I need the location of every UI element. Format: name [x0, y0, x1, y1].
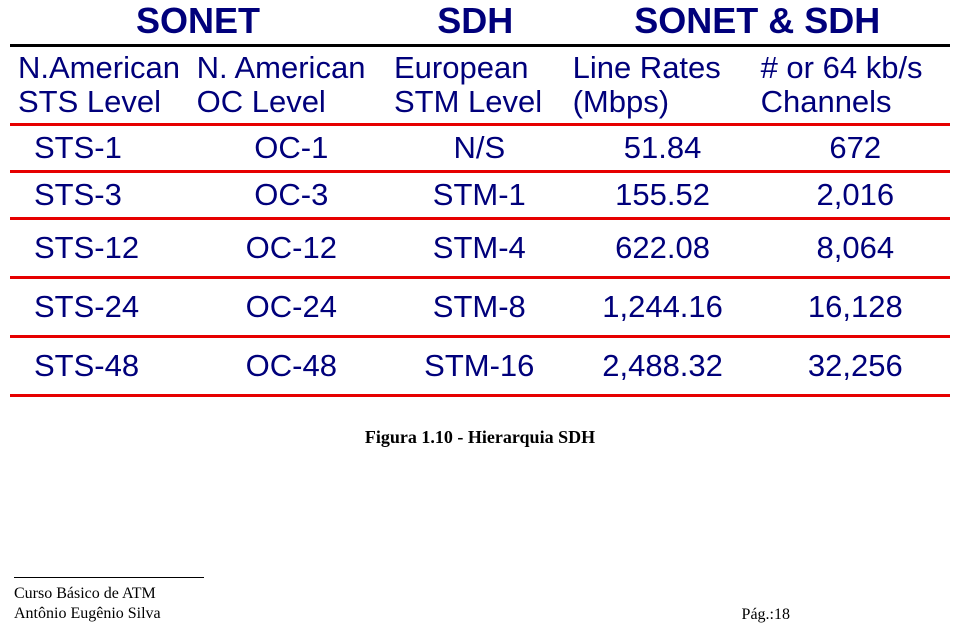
cell-ch: 16,128	[753, 278, 950, 336]
cell-stm: STM-16	[386, 337, 565, 395]
cell-sts: STS-12	[10, 219, 189, 277]
cell-oc: OC-48	[189, 337, 386, 395]
cell-rate: 51.84	[565, 125, 753, 171]
footer-rule	[14, 577, 204, 578]
header-ch-l1: # or 64 kb/s	[761, 50, 923, 85]
header-rate-l2: (Mbps)	[573, 84, 669, 119]
cell-rate: 622.08	[565, 219, 753, 277]
header-stm-l2: STM Level	[394, 84, 542, 119]
cell-stm: STM-8	[386, 278, 565, 336]
cell-ch: 8,064	[753, 219, 950, 277]
table-row: STS-48 OC-48 STM-16 2,488.32 32,256	[10, 337, 950, 395]
footer-course: Curso Básico de ATM	[14, 585, 156, 602]
header-sts: N.American STS Level	[10, 46, 189, 124]
header-oc-l1: N. American	[197, 50, 366, 85]
header-ch: # or 64 kb/s Channels	[753, 46, 950, 124]
header-rate-l1: Line Rates	[573, 50, 721, 85]
header-stm: European STM Level	[386, 46, 565, 124]
title-sdh: SDH	[386, 0, 565, 44]
cell-oc: OC-3	[189, 172, 386, 218]
cell-stm: STM-1	[386, 172, 565, 218]
cell-stm: STM-4	[386, 219, 565, 277]
cell-oc: OC-12	[189, 219, 386, 277]
footer-left: Curso Básico de ATM Antônio Eugênio Silv…	[14, 584, 161, 624]
table-row: STS-24 OC-24 STM-8 1,244.16 16,128	[10, 278, 950, 336]
header-oc: N. American OC Level	[189, 46, 386, 124]
header-row: N.American STS Level N. American OC Leve…	[10, 46, 950, 124]
cell-rate: 155.52	[565, 172, 753, 218]
cell-sts: STS-24	[10, 278, 189, 336]
table-row: STS-12 OC-12 STM-4 622.08 8,064	[10, 219, 950, 277]
header-sts-l1: N.American	[18, 50, 180, 85]
category-title-row: SONET SDH SONET & SDH	[10, 0, 950, 44]
cell-sts: STS-3	[10, 172, 189, 218]
cell-ch: 672	[753, 125, 950, 171]
header-ch-l2: Channels	[761, 84, 892, 119]
footer-author: Antônio Eugênio Silva	[14, 605, 161, 622]
footer-page: Pág.:18	[742, 606, 790, 624]
cell-stm: N/S	[386, 125, 565, 171]
header-oc-l2: OC Level	[197, 84, 326, 119]
title-sonet: SONET	[10, 0, 386, 44]
table-row: STS-3 OC-3 STM-1 155.52 2,016	[10, 172, 950, 218]
cell-oc: OC-24	[189, 278, 386, 336]
header-stm-l1: European	[394, 50, 528, 85]
cell-rate: 2,488.32	[565, 337, 753, 395]
cell-ch: 2,016	[753, 172, 950, 218]
table-row: STS-1 OC-1 N/S 51.84 672	[10, 125, 950, 171]
sonet-sdh-table: SONET SDH SONET & SDH N.American STS Lev…	[10, 0, 950, 397]
cell-oc: OC-1	[189, 125, 386, 171]
header-sts-l2: STS Level	[18, 84, 161, 119]
cell-sts: STS-1	[10, 125, 189, 171]
title-both: SONET & SDH	[565, 0, 950, 44]
cell-rate: 1,244.16	[565, 278, 753, 336]
figure-caption: Figura 1.10 - Hierarquia SDH	[10, 427, 950, 448]
cell-sts: STS-48	[10, 337, 189, 395]
cell-ch: 32,256	[753, 337, 950, 395]
header-rate: Line Rates (Mbps)	[565, 46, 753, 124]
